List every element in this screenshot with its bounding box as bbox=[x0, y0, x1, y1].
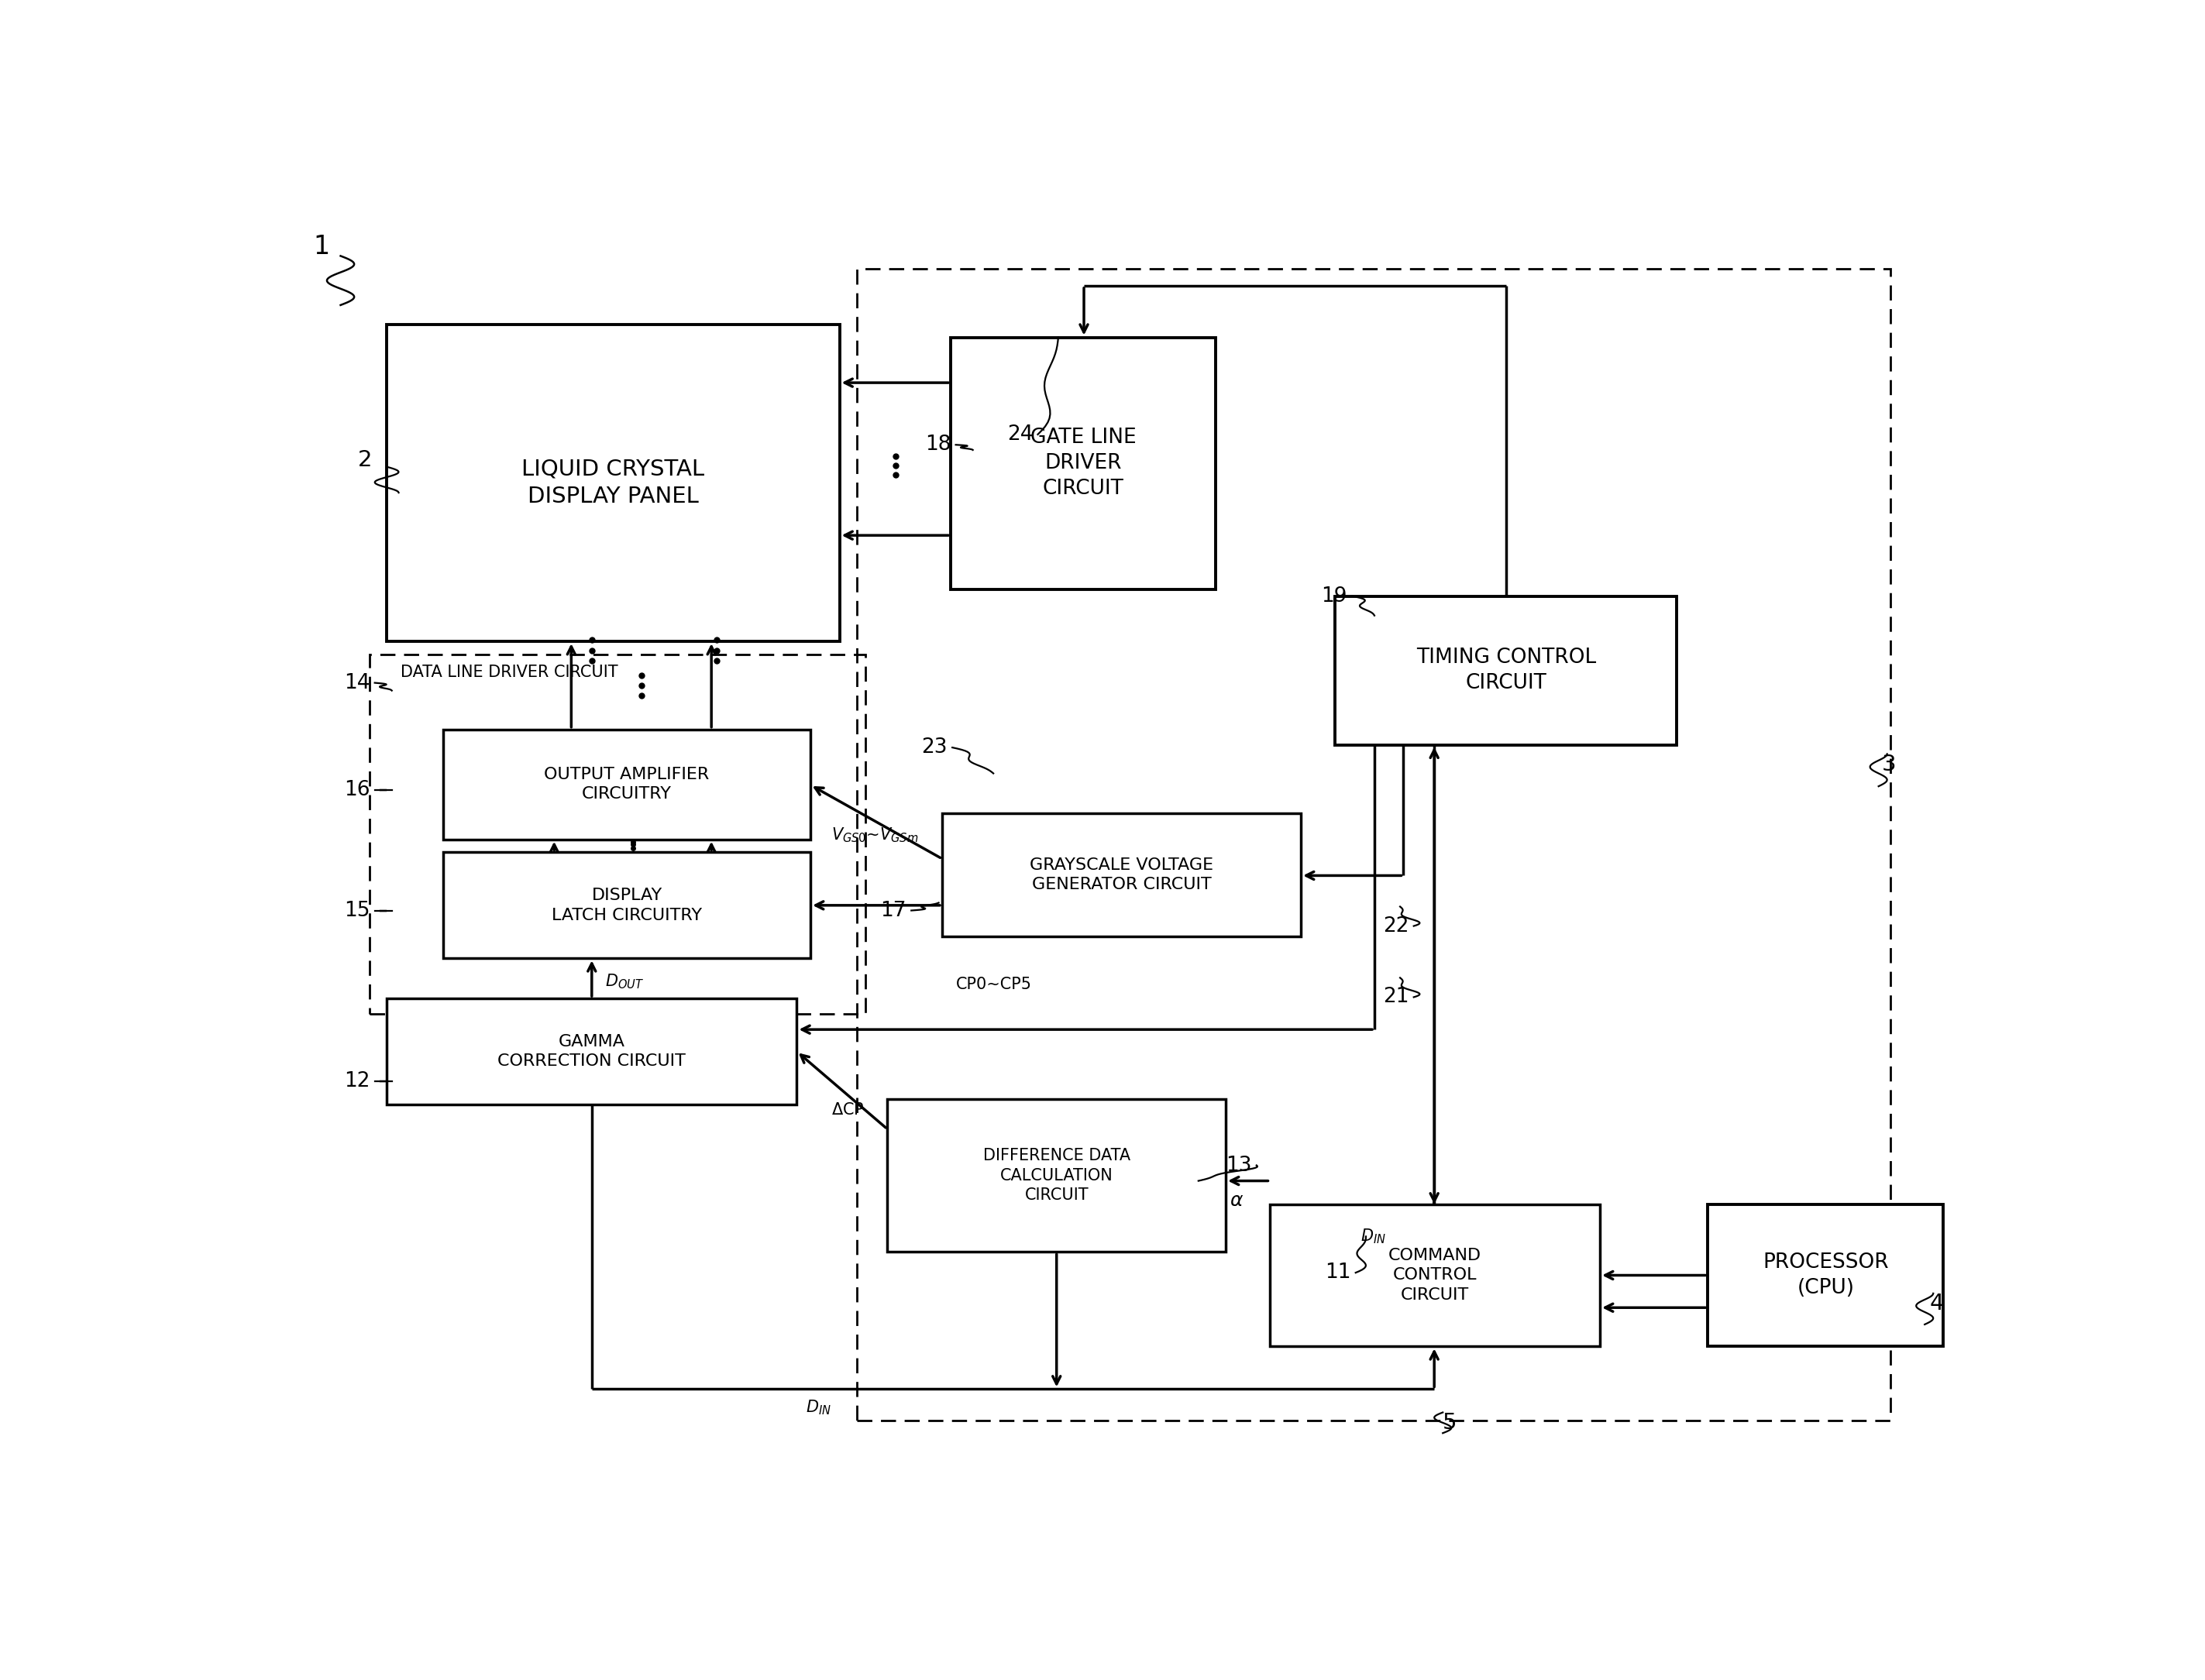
Bar bbox=[886, 1099, 1226, 1252]
Bar bbox=[942, 813, 1301, 936]
Text: 16: 16 bbox=[344, 780, 370, 800]
Text: TIMING CONTROL
CIRCUIT: TIMING CONTROL CIRCUIT bbox=[1416, 648, 1596, 694]
Text: 19: 19 bbox=[1321, 586, 1347, 606]
Bar bbox=[443, 852, 811, 958]
Bar bbox=[1270, 1205, 1601, 1346]
Text: DATA LINE DRIVER CIRCUIT: DATA LINE DRIVER CIRCUIT bbox=[401, 665, 617, 680]
Text: 17: 17 bbox=[880, 900, 906, 921]
Text: DISPLAY
LATCH CIRCUITRY: DISPLAY LATCH CIRCUITRY bbox=[551, 887, 701, 922]
Text: 18: 18 bbox=[926, 435, 950, 455]
Text: 14: 14 bbox=[344, 672, 370, 692]
Bar bbox=[856, 269, 1890, 1420]
Text: GRAYSCALE VOLTAGE
GENERATOR CIRCUIT: GRAYSCALE VOLTAGE GENERATOR CIRCUIT bbox=[1030, 857, 1213, 892]
Text: $D_{IN}$: $D_{IN}$ bbox=[1360, 1228, 1387, 1245]
Bar bbox=[1336, 596, 1678, 744]
Text: 5: 5 bbox=[1442, 1411, 1458, 1433]
Text: $V_{GS0}$~$V_{GSm}$: $V_{GS0}$~$V_{GSm}$ bbox=[831, 827, 917, 845]
Text: DIFFERENCE DATA
CALCULATION
CIRCUIT: DIFFERENCE DATA CALCULATION CIRCUIT bbox=[983, 1147, 1131, 1203]
Text: 2: 2 bbox=[357, 450, 373, 470]
Text: GAMMA
CORRECTION CIRCUIT: GAMMA CORRECTION CIRCUIT bbox=[498, 1033, 686, 1068]
Bar bbox=[1707, 1205, 1943, 1346]
Bar bbox=[386, 998, 796, 1104]
Text: 15: 15 bbox=[344, 900, 370, 921]
Text: 13: 13 bbox=[1226, 1156, 1252, 1176]
Text: 4: 4 bbox=[1929, 1294, 1945, 1314]
Text: 23: 23 bbox=[922, 738, 948, 758]
Text: OUTPUT AMPLIFIER
CIRCUITRY: OUTPUT AMPLIFIER CIRCUITRY bbox=[545, 766, 710, 801]
Bar bbox=[370, 654, 864, 1015]
Text: GATE LINE
DRIVER
CIRCUIT: GATE LINE DRIVER CIRCUIT bbox=[1030, 428, 1136, 499]
Text: 3: 3 bbox=[1883, 753, 1896, 774]
Text: COMMAND
CONTROL
CIRCUIT: COMMAND CONTROL CIRCUIT bbox=[1389, 1248, 1482, 1304]
Text: 12: 12 bbox=[344, 1072, 370, 1092]
Text: 21: 21 bbox=[1383, 988, 1409, 1008]
Text: CP0~CP5: CP0~CP5 bbox=[955, 976, 1032, 991]
Text: $\Delta$CP: $\Delta$CP bbox=[831, 1102, 864, 1117]
Bar bbox=[950, 338, 1215, 590]
Text: $D_{IN}$: $D_{IN}$ bbox=[805, 1398, 831, 1416]
Text: $\alpha$: $\alpha$ bbox=[1228, 1191, 1244, 1210]
Text: 1: 1 bbox=[313, 234, 331, 260]
Text: 24: 24 bbox=[1008, 425, 1032, 445]
Text: LIQUID CRYSTAL
DISPLAY PANEL: LIQUID CRYSTAL DISPLAY PANEL bbox=[523, 459, 706, 507]
Text: PROCESSOR
(CPU): PROCESSOR (CPU) bbox=[1762, 1252, 1887, 1299]
Text: $D_{OUT}$: $D_{OUT}$ bbox=[606, 973, 644, 991]
Bar bbox=[386, 324, 840, 642]
Bar bbox=[443, 729, 811, 840]
Text: 22: 22 bbox=[1383, 916, 1409, 936]
Text: 11: 11 bbox=[1325, 1263, 1352, 1284]
